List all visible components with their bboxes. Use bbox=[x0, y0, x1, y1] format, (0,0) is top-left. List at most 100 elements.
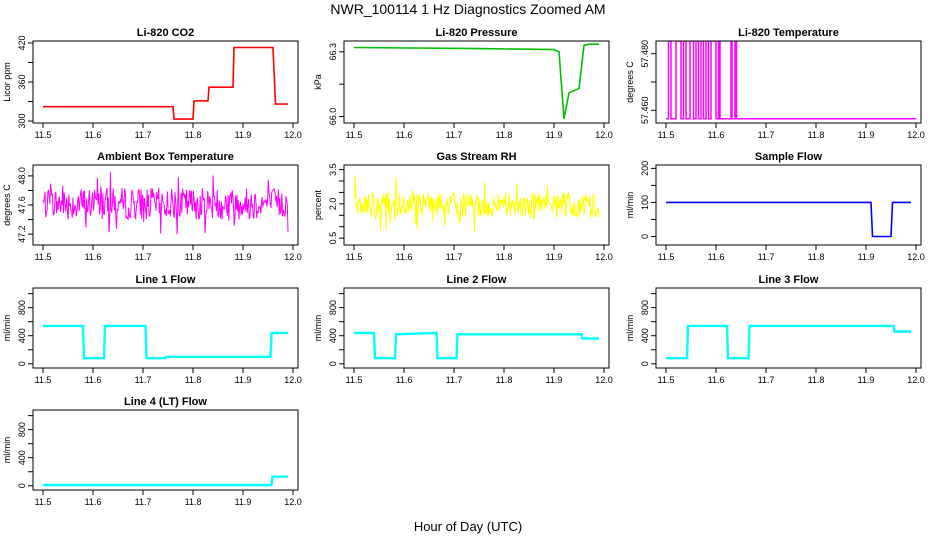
plot-area bbox=[42, 171, 289, 235]
x-tick-label: 11.6 bbox=[708, 375, 725, 385]
panel-title: Li-820 Pressure bbox=[436, 27, 518, 39]
panel-title: Sample Flow bbox=[755, 151, 823, 163]
y-tick-label: 0 bbox=[640, 361, 650, 366]
x-tick-label: 11.9 bbox=[546, 130, 563, 140]
y-axis-label: ml/min bbox=[2, 315, 12, 342]
plot-frame bbox=[32, 40, 299, 124]
y-tick-label: 400 bbox=[640, 328, 650, 343]
x-tick-label: 11.7 bbox=[135, 497, 152, 507]
panel-title: Line 3 Flow bbox=[759, 274, 819, 286]
plot-area bbox=[43, 46, 288, 120]
x-tick-label: 11.5 bbox=[346, 130, 363, 140]
x-tick-label: 12.0 bbox=[907, 252, 925, 262]
x-tick-label: 12.0 bbox=[907, 130, 925, 140]
panel-4: Ambient Box Temperature degrees C 11.5 11.6… bbox=[2, 151, 302, 262]
x-tick-label: 11.5 bbox=[35, 497, 52, 507]
x-tick-label: 12.0 bbox=[595, 252, 613, 262]
series-line bbox=[42, 171, 289, 235]
x-tick-label: 11.7 bbox=[758, 375, 775, 385]
panel-7: Line 1 Flow ml/min 11.5 11.6 11.7 11.8 11.9 12.… bbox=[2, 274, 302, 385]
plot-area bbox=[666, 41, 916, 120]
y-tick-label: 400 bbox=[17, 328, 27, 343]
y-axis-label: ml/min bbox=[2, 437, 12, 464]
x-tick-label: 11.6 bbox=[85, 497, 102, 507]
series-line bbox=[43, 46, 288, 120]
x-tick-label: 11.9 bbox=[858, 375, 875, 385]
plot-area bbox=[354, 331, 599, 360]
x-tick-label: 11.5 bbox=[658, 375, 675, 385]
y-tick-label: 0.5 bbox=[328, 232, 338, 245]
panel-title: Gas Stream RH bbox=[436, 151, 516, 163]
y-tick-label: 420 bbox=[17, 35, 27, 50]
x-tick-label: 11.8 bbox=[808, 130, 825, 140]
series-line bbox=[43, 324, 288, 360]
panel-title: Line 2 Flow bbox=[447, 274, 507, 286]
x-tick-label: 11.7 bbox=[446, 375, 463, 385]
x-tick-label: 11.6 bbox=[396, 375, 413, 385]
y-tick-label: 0 bbox=[640, 234, 650, 239]
y-axis-label: degrees C bbox=[625, 61, 635, 103]
plot-frame bbox=[343, 40, 610, 124]
plot-frame bbox=[343, 164, 610, 246]
y-tick-label: 400 bbox=[17, 450, 27, 465]
series-line bbox=[666, 324, 911, 360]
x-tick-label: 11.8 bbox=[808, 252, 825, 262]
y-tick-label: 66.3 bbox=[328, 43, 338, 61]
x-tick-label: 11.6 bbox=[396, 252, 413, 262]
series-line bbox=[666, 41, 916, 120]
y-tick-label: 800 bbox=[328, 300, 338, 315]
y-tick-label: 800 bbox=[17, 300, 27, 315]
x-tick-label: 11.8 bbox=[185, 252, 202, 262]
y-axis-label: percent bbox=[313, 189, 323, 220]
plot-frame bbox=[343, 287, 610, 369]
y-tick-label: 800 bbox=[640, 300, 650, 315]
y-tick-label: 47.6 bbox=[17, 196, 27, 214]
x-tick-label: 12.0 bbox=[284, 497, 302, 507]
y-tick-label: 47.2 bbox=[17, 225, 27, 243]
y-tick-label: 300 bbox=[17, 114, 27, 129]
x-tick-label: 11.6 bbox=[85, 252, 102, 262]
plot-area bbox=[43, 475, 288, 487]
x-tick-label: 11.9 bbox=[546, 375, 563, 385]
x-tick-label: 11.9 bbox=[235, 130, 252, 140]
y-tick-label: 800 bbox=[17, 422, 27, 437]
plot-area bbox=[666, 201, 911, 238]
y-axis-label: ml/min bbox=[625, 315, 635, 342]
x-tick-label: 11.5 bbox=[346, 375, 363, 385]
x-tick-label: 11.6 bbox=[396, 130, 413, 140]
plot-frame bbox=[655, 287, 922, 369]
x-tick-label: 11.7 bbox=[135, 375, 152, 385]
x-tick-label: 12.0 bbox=[595, 375, 613, 385]
series-line bbox=[353, 43, 599, 119]
x-tick-label: 11.9 bbox=[235, 497, 252, 507]
x-tick-label: 11.5 bbox=[35, 252, 52, 262]
x-tick-label: 11.8 bbox=[496, 130, 513, 140]
x-tick-label: 11.7 bbox=[135, 130, 152, 140]
x-tick-label: 11.8 bbox=[808, 375, 825, 385]
x-tick-label: 11.5 bbox=[35, 130, 52, 140]
y-tick-label: 66.0 bbox=[328, 108, 338, 126]
panel-9: Line 3 Flow ml/min 11.5 11.6 11.7 11.8 11.9 12.… bbox=[625, 274, 925, 385]
y-tick-label: 0 bbox=[328, 361, 338, 366]
y-axis-label: ml/min bbox=[313, 315, 323, 342]
x-tick-label: 11.6 bbox=[85, 130, 102, 140]
panel-6: Sample Flow ml/min 11.5 11.6 11.7 11.8 11.9 12.… bbox=[625, 151, 925, 262]
panel-8: Line 2 Flow ml/min 11.5 11.6 11.7 11.8 11.9 12.… bbox=[313, 274, 613, 385]
plot-area bbox=[666, 324, 911, 360]
series-line bbox=[43, 475, 288, 487]
series-line bbox=[354, 331, 599, 360]
panel-title: Line 1 Flow bbox=[136, 274, 196, 286]
plot-frame bbox=[32, 409, 299, 491]
x-tick-label: 11.8 bbox=[185, 497, 202, 507]
y-axis-label: kPa bbox=[313, 74, 323, 90]
x-tick-label: 11.5 bbox=[35, 375, 52, 385]
x-tick-label: 11.8 bbox=[496, 252, 513, 262]
y-axis-label: ml/min bbox=[625, 192, 635, 219]
x-tick-label: 11.8 bbox=[185, 130, 202, 140]
panel-title: Line 4 (LT) Flow bbox=[124, 396, 207, 408]
x-tick-label: 11.8 bbox=[185, 375, 202, 385]
panel-title: Li-820 CO2 bbox=[137, 27, 194, 39]
x-tick-label: 11.9 bbox=[858, 130, 875, 140]
plot-area bbox=[353, 175, 600, 232]
panel-3: Li-820 Temperature degrees C 11.5 11.6 11.7 1… bbox=[625, 27, 925, 140]
